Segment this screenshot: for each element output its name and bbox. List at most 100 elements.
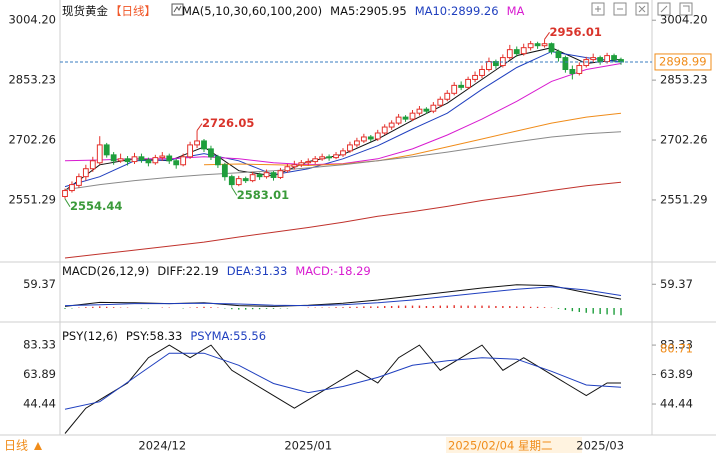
candle-body bbox=[82, 168, 89, 178]
y-tick-label-left: 3004.20 bbox=[8, 13, 56, 27]
candle-body bbox=[173, 160, 180, 166]
candle-body bbox=[277, 170, 284, 178]
header-item: MA5:2905.95 bbox=[330, 4, 407, 18]
candle-body bbox=[367, 136, 374, 140]
candle-body bbox=[263, 172, 270, 178]
candle-body bbox=[124, 158, 131, 163]
candle-body bbox=[340, 150, 346, 156]
candle-body bbox=[152, 157, 159, 164]
y-tick-label-left: 2551.29 bbox=[8, 192, 56, 206]
candle-body bbox=[270, 172, 277, 178]
candle-body bbox=[76, 176, 82, 186]
candle-body bbox=[597, 57, 604, 63]
candle-body bbox=[360, 136, 367, 142]
y-tick-label-left: 83.33 bbox=[23, 338, 56, 352]
x-tick-label: 2025/01 bbox=[284, 439, 332, 453]
candle-body bbox=[604, 55, 611, 63]
candle-body bbox=[430, 104, 437, 112]
candle-body bbox=[562, 57, 569, 70]
header-item: MA10:2899.26 bbox=[415, 4, 499, 18]
header-item: 现货黄金 bbox=[62, 4, 108, 18]
candle-body bbox=[110, 154, 117, 162]
indicator-line bbox=[64, 286, 622, 307]
candle-body bbox=[548, 43, 555, 53]
candle-body bbox=[166, 155, 173, 162]
annotation-label: 2726.05 bbox=[202, 116, 254, 130]
candle-body bbox=[201, 140, 207, 150]
header-item: MA bbox=[507, 4, 525, 18]
toolbar bbox=[591, 2, 693, 16]
candle-body bbox=[305, 161, 312, 164]
candle-body bbox=[611, 55, 617, 61]
candle-body bbox=[513, 49, 520, 55]
annotation-leader bbox=[64, 198, 71, 207]
candle-body bbox=[590, 57, 597, 61]
candle-body bbox=[138, 156, 145, 161]
candle-body bbox=[486, 61, 492, 70]
candle-body bbox=[194, 140, 200, 146]
candle-body bbox=[388, 122, 395, 128]
candle-body bbox=[131, 156, 138, 163]
candle-body bbox=[354, 140, 360, 146]
y-tick-label-right: 2702.26 bbox=[660, 133, 708, 147]
annotation-leader bbox=[231, 187, 238, 196]
toolbar-button[interactable] bbox=[591, 2, 605, 16]
candle-body bbox=[215, 156, 221, 166]
toolbar-glyphs bbox=[595, 5, 690, 13]
indicator-line bbox=[64, 131, 622, 191]
toolbar-button[interactable] bbox=[657, 2, 671, 16]
header-item: MACD:-18.29 bbox=[295, 264, 370, 278]
candle-body bbox=[145, 159, 152, 164]
toolbar-button[interactable] bbox=[679, 2, 693, 16]
price-label: 2898.99 bbox=[659, 54, 707, 68]
header-item: PSY(12,6) bbox=[62, 329, 118, 343]
panel-header: MACD(26,12,9) DIFF:22.19 DEA:31.33 MACD:-18… bbox=[62, 264, 371, 278]
candle-body bbox=[284, 166, 291, 172]
y-tick-label-left: 44.44 bbox=[23, 397, 56, 411]
annotation-leader bbox=[544, 32, 550, 40]
header-item: DEA:31.33 bbox=[227, 264, 288, 278]
toolbar-button[interactable] bbox=[635, 2, 649, 16]
candle-body bbox=[312, 158, 319, 163]
crosshair-box bbox=[446, 437, 582, 453]
y-tick-label-right: 59.37 bbox=[660, 277, 693, 291]
candle-body bbox=[555, 51, 562, 59]
toolbar-button[interactable] bbox=[613, 2, 627, 16]
candle-body bbox=[569, 69, 576, 74]
indicator-line bbox=[64, 181, 622, 259]
candle-body bbox=[534, 43, 541, 47]
y-tick-label-left: 2853.23 bbox=[8, 73, 56, 87]
psy-marker-label: 80.71 bbox=[660, 342, 693, 356]
candle-body bbox=[437, 98, 444, 106]
candle-body bbox=[395, 116, 402, 124]
candle-body bbox=[235, 178, 242, 186]
y-tick-label-left: 63.89 bbox=[23, 367, 56, 381]
candle-body bbox=[298, 162, 305, 166]
candle-body bbox=[333, 154, 339, 159]
crosshair-label: 2025/02/04 星期二 bbox=[448, 439, 552, 453]
candle-body bbox=[62, 190, 68, 197]
y-tick-label-left: 59.37 bbox=[23, 277, 56, 291]
candle-body bbox=[347, 144, 353, 152]
annotation-label: 2554.44 bbox=[70, 199, 122, 213]
x-tick-label: 2025/03 bbox=[576, 439, 624, 453]
candle-body bbox=[374, 132, 381, 140]
price-box bbox=[654, 53, 712, 71]
candle-body bbox=[228, 176, 235, 186]
candle-body bbox=[180, 156, 187, 166]
candle-body bbox=[444, 92, 451, 100]
candle-body bbox=[541, 43, 548, 47]
indicator-icon[interactable] bbox=[171, 3, 184, 16]
candle-body bbox=[291, 164, 298, 168]
header-item: MA(5,10,30,60,100,200) bbox=[182, 4, 322, 18]
y-tick-label-right: 44.44 bbox=[660, 397, 693, 411]
candle-body bbox=[249, 174, 256, 182]
candle-body bbox=[256, 174, 263, 178]
y-tick-label-right: 83.33 bbox=[660, 338, 693, 352]
header-item: PSYMA:55.56 bbox=[190, 329, 266, 343]
period-button[interactable]: 日线 bbox=[4, 439, 28, 453]
panel-header: PSY(12,6) PSY:58.33 PSYMA:55.56 bbox=[62, 329, 266, 343]
candle-body bbox=[221, 164, 228, 178]
candle-body bbox=[117, 158, 124, 162]
